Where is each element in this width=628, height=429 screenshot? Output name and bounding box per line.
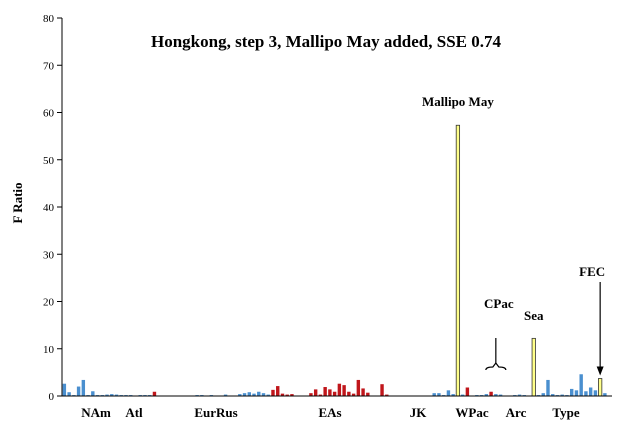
fec-arrow-head bbox=[596, 366, 604, 376]
bar-44 bbox=[342, 385, 346, 396]
bar-58 bbox=[451, 394, 455, 396]
bar-86 bbox=[598, 378, 603, 397]
region-label-wpac: WPac bbox=[455, 405, 488, 420]
bar-81 bbox=[574, 390, 579, 396]
region-label-type: Type bbox=[552, 405, 579, 420]
y-tick-label: 10 bbox=[43, 344, 55, 356]
bar-3 bbox=[76, 386, 81, 396]
annotation-mallipo-may: Mallipo May bbox=[422, 94, 494, 109]
bar-87 bbox=[603, 393, 607, 396]
bar-19 bbox=[152, 391, 157, 396]
y-tick-label: 50 bbox=[43, 155, 55, 167]
bar-31 bbox=[266, 394, 270, 396]
bar-54 bbox=[432, 393, 436, 396]
annotations: Mallipo May CPac Sea FEC bbox=[422, 94, 605, 376]
bar-49 bbox=[366, 392, 370, 396]
annotation-fec: FEC bbox=[579, 264, 605, 279]
bar-47 bbox=[356, 379, 361, 396]
region-label-eas: EAs bbox=[318, 405, 341, 420]
bar-76 bbox=[551, 394, 555, 396]
y-axis: 0 10 20 30 40 50 60 70 80 bbox=[43, 13, 63, 403]
bar-65 bbox=[489, 391, 493, 396]
bar-33 bbox=[276, 386, 280, 396]
bar-50 bbox=[380, 384, 384, 396]
bar-85 bbox=[593, 390, 598, 396]
bar-45 bbox=[347, 391, 351, 396]
bar-11 bbox=[114, 394, 119, 396]
bar-29 bbox=[257, 391, 261, 396]
bar-24 bbox=[223, 394, 228, 396]
region-label-arc: Arc bbox=[506, 405, 527, 420]
region-label-atl: Atl bbox=[125, 405, 143, 420]
bar-1 bbox=[67, 392, 71, 396]
bar-37 bbox=[309, 393, 313, 396]
y-tick-label: 20 bbox=[43, 297, 55, 309]
annotation-sea: Sea bbox=[524, 308, 544, 323]
cpac-brace bbox=[485, 362, 507, 371]
bar-70 bbox=[517, 394, 522, 396]
bar-42 bbox=[332, 391, 337, 396]
bar-41 bbox=[328, 389, 332, 396]
bar-83 bbox=[584, 391, 588, 396]
region-label-eurrus: EurRus bbox=[194, 405, 237, 420]
bar-38 bbox=[313, 389, 318, 396]
bar-43 bbox=[337, 383, 342, 396]
bars bbox=[62, 124, 607, 397]
bar-66 bbox=[494, 394, 498, 396]
bar-84 bbox=[588, 387, 593, 396]
y-axis-label: F Ratio bbox=[10, 182, 25, 223]
bar-6 bbox=[91, 391, 95, 396]
bar-26 bbox=[242, 393, 247, 396]
y-tick-label: 60 bbox=[43, 108, 55, 120]
y-tick-label: 40 bbox=[43, 202, 55, 214]
bar-48 bbox=[361, 388, 365, 396]
bar-78 bbox=[560, 394, 564, 396]
region-labels: NAm Atl EurRus EAs JK WPac Arc Type bbox=[81, 405, 580, 420]
bar-4 bbox=[81, 379, 86, 396]
bar-74 bbox=[541, 393, 545, 396]
bar-9 bbox=[105, 394, 109, 396]
bar-67 bbox=[498, 394, 503, 396]
bar-30 bbox=[261, 393, 266, 396]
y-tick-label: 70 bbox=[43, 60, 55, 72]
bar-35 bbox=[285, 394, 289, 396]
bar-55 bbox=[437, 393, 441, 396]
region-label-jk: JK bbox=[410, 405, 428, 420]
bar-32 bbox=[271, 389, 275, 396]
bar-0 bbox=[62, 383, 67, 396]
bar-60 bbox=[460, 394, 465, 396]
bar-72 bbox=[531, 337, 536, 397]
annotation-cpac: CPac bbox=[484, 296, 514, 311]
bar-36 bbox=[290, 394, 294, 396]
bar-61 bbox=[465, 387, 470, 396]
region-label-nam: NAm bbox=[81, 405, 111, 420]
bar-27 bbox=[247, 392, 251, 396]
bar-75 bbox=[546, 379, 550, 396]
bar-57 bbox=[446, 390, 451, 396]
bar-28 bbox=[252, 393, 256, 396]
y-tick-label: 0 bbox=[49, 391, 55, 403]
bar-25 bbox=[238, 394, 242, 396]
bar-59 bbox=[455, 124, 461, 397]
bar-10 bbox=[110, 394, 114, 396]
bar-80 bbox=[569, 388, 574, 396]
bar-39 bbox=[318, 394, 323, 396]
y-tick-label: 80 bbox=[43, 13, 55, 25]
y-tick-label: 30 bbox=[43, 249, 55, 261]
bar-64 bbox=[484, 394, 489, 396]
bar-82 bbox=[579, 374, 583, 396]
bar-40 bbox=[323, 387, 327, 396]
bar-34 bbox=[280, 393, 285, 396]
bar-46 bbox=[351, 393, 356, 396]
bar-51 bbox=[385, 394, 389, 396]
chart-title: Hongkong, step 3, Mallipo May added, SSE… bbox=[151, 32, 501, 51]
